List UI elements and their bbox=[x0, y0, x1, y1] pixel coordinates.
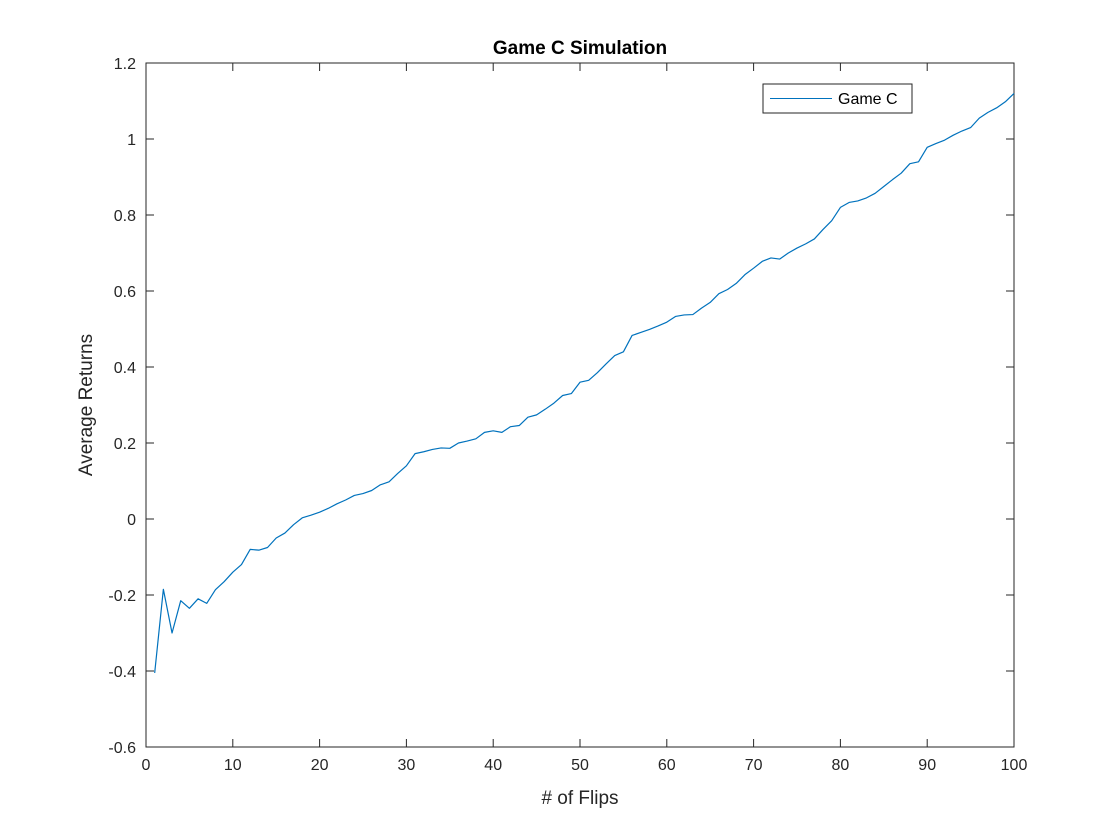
y-tick-label: 0.2 bbox=[114, 436, 136, 453]
y-axis-label: Average Returns bbox=[76, 334, 97, 476]
x-axis-label: # of Flips bbox=[541, 788, 618, 809]
x-tick-label: 30 bbox=[398, 757, 416, 774]
y-tick-label: 0.6 bbox=[114, 284, 136, 301]
x-tick-label: 70 bbox=[745, 757, 763, 774]
y-tick-label: 1 bbox=[127, 132, 136, 149]
legend-label-game-c: Game C bbox=[838, 91, 898, 108]
x-axis-ticks: 0 10 20 30 40 50 60 70 80 90 100 bbox=[142, 63, 1028, 774]
x-tick-label: 10 bbox=[224, 757, 242, 774]
x-tick-label: 90 bbox=[918, 757, 936, 774]
legend: Game C bbox=[762, 83, 913, 114]
y-tick-label: 0 bbox=[127, 512, 136, 529]
y-tick-label: 0.8 bbox=[114, 208, 136, 225]
x-tick-label: 20 bbox=[311, 757, 329, 774]
y-tick-label: -0.4 bbox=[108, 664, 136, 681]
y-axis-ticks: -0.6 -0.4 -0.2 0 0.2 0.4 0.6 0.8 1 1.2 bbox=[108, 56, 1014, 757]
series-layer bbox=[154, 92, 1015, 673]
y-tick-label: 1.2 bbox=[114, 56, 136, 73]
x-tick-label: 40 bbox=[484, 757, 502, 774]
x-tick-label: 60 bbox=[658, 757, 676, 774]
y-tick-label: -0.2 bbox=[108, 588, 136, 605]
x-tick-label: 80 bbox=[832, 757, 850, 774]
y-tick-label: -0.6 bbox=[108, 740, 136, 757]
x-tick-label: 0 bbox=[142, 757, 151, 774]
y-tick-label: 0.4 bbox=[114, 360, 136, 377]
x-tick-label: 50 bbox=[571, 757, 589, 774]
series-line-game-c bbox=[154, 92, 1015, 673]
x-tick-label: 100 bbox=[1001, 757, 1028, 774]
plot-area bbox=[145, 62, 1015, 748]
chart-title: Game C Simulation bbox=[493, 38, 667, 59]
